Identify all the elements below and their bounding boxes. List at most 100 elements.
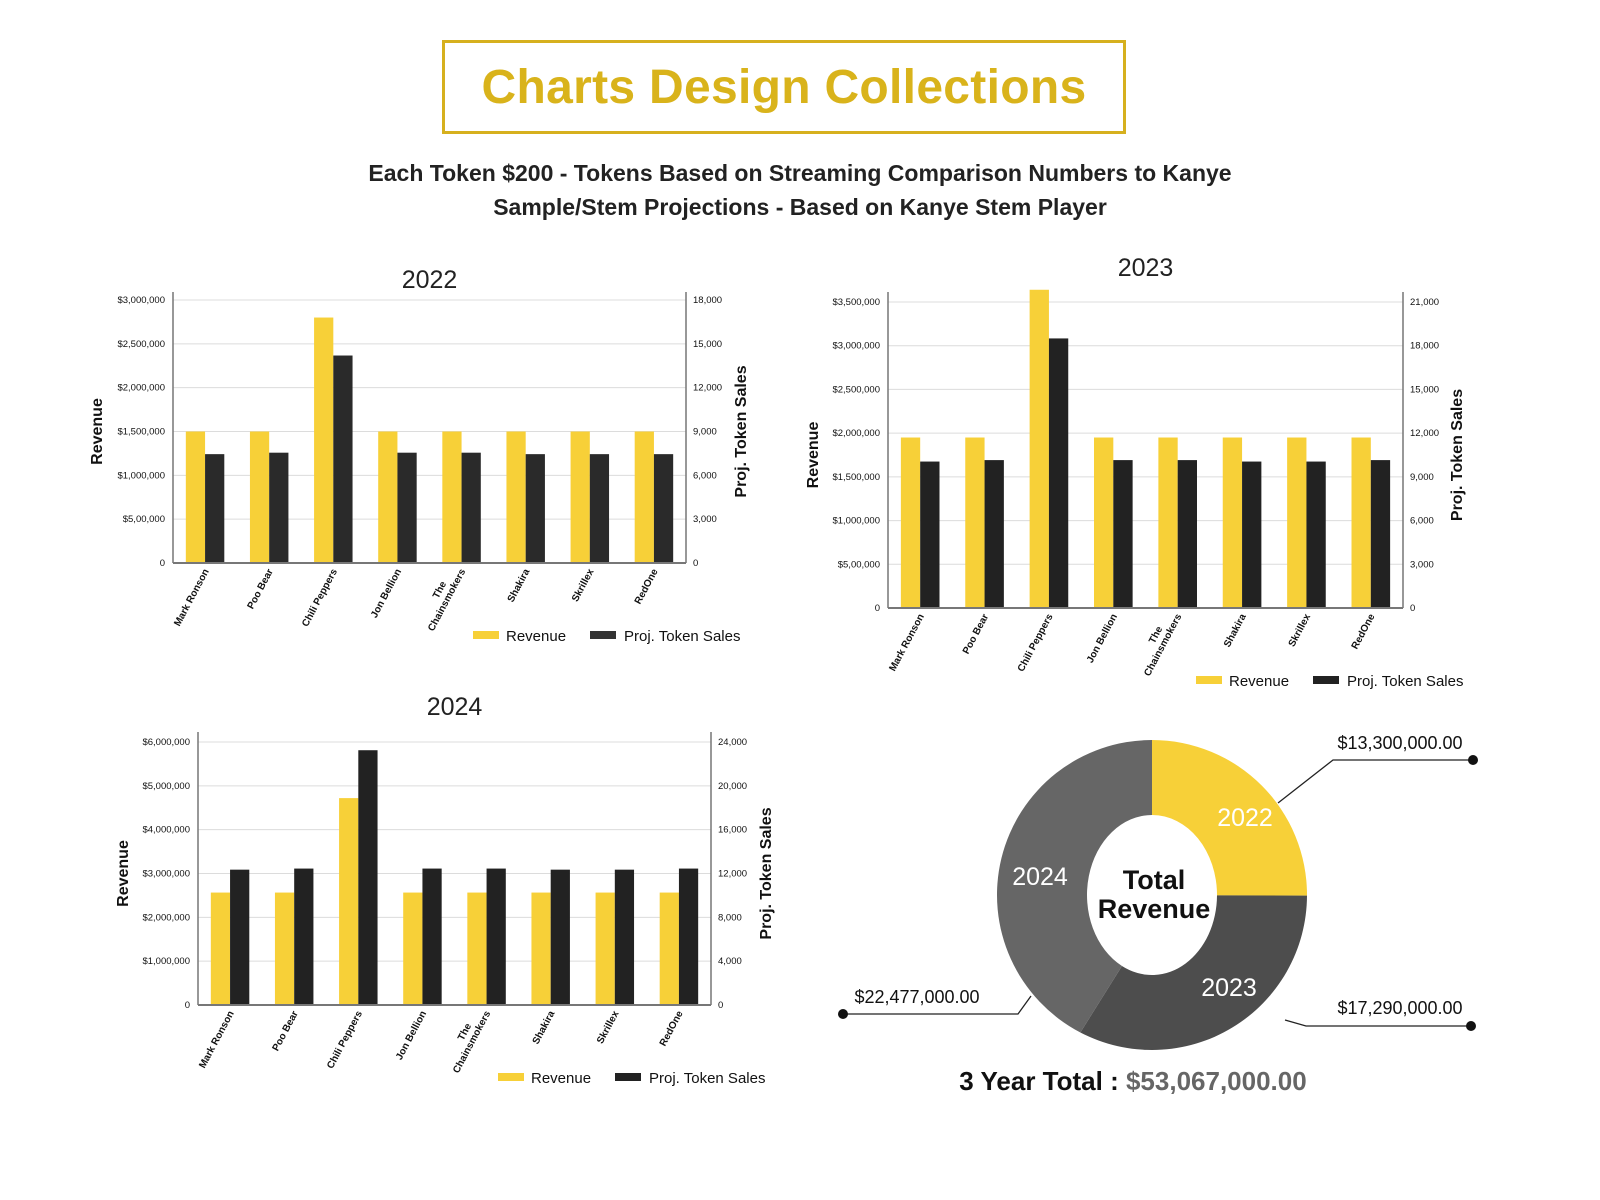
segment-label: 2024 (1012, 863, 1068, 891)
bar-revenue (1351, 437, 1371, 608)
callout-value-2024: $22,477,000.00 (854, 987, 979, 1007)
y2-tick-label: 18,000 (1410, 341, 1439, 352)
y2-tick-label: 12,000 (718, 869, 747, 880)
x-tick-line: Poo Bear (961, 612, 991, 656)
legend-swatch-token-sales (590, 631, 616, 639)
legend-swatch-revenue (1196, 676, 1222, 684)
y-tick-label: $3,000,000 (117, 295, 165, 306)
x-tick-label: Shakira (1222, 612, 1249, 649)
legend-label-revenue: Revenue (1229, 673, 1289, 690)
bar-token-sales (614, 869, 635, 1005)
x-tick-line: Mark Ronson (172, 567, 211, 628)
bar-revenue (1222, 437, 1243, 608)
x-tick-label: RedOne (658, 1009, 686, 1048)
bar-revenue (185, 431, 206, 563)
bar-chart-2022: 2022 0 $5,00,000 $1,000,000 $1,500,000 $2,000… (89, 266, 750, 645)
legend-label-token-sales: Proj. Token Sales (649, 1070, 765, 1087)
x-tick-line: Chainsmokers (1142, 612, 1184, 678)
bar-token-sales (461, 452, 481, 563)
callout-value-2023: $17,290,000.00 (1337, 998, 1462, 1018)
x-tick-label: Chili Peppers (300, 567, 340, 629)
y-tick-label: 0 (160, 558, 165, 569)
bar-revenue (314, 317, 334, 563)
y2-tick-label: 0 (1410, 603, 1415, 614)
bar-token-sales (269, 452, 289, 563)
x-tick-line: Shakira (506, 567, 533, 604)
y2-tick-label: 9,000 (1410, 472, 1434, 483)
donut-segment-2024 (997, 739, 1152, 1033)
legend-label-revenue: Revenue (531, 1070, 591, 1087)
y-tick-label: $5,00,000 (123, 514, 165, 525)
x-tick-label: Chili Peppers (325, 1009, 365, 1071)
y2-tick-label: 4,000 (718, 956, 742, 967)
y2-tick-label: 12,000 (1410, 428, 1439, 439)
x-tick-line: Chainsmokers (451, 1009, 493, 1075)
x-tick-label: Chili Peppers (1016, 612, 1056, 674)
y2-tick-label: 9,000 (693, 427, 717, 438)
y2-axis-label: Proj. Token Sales (733, 365, 750, 497)
legend-swatch-revenue (473, 631, 499, 639)
bar-token-sales (653, 454, 674, 563)
y-axis-label: Revenue (805, 422, 822, 489)
bar-revenue (659, 892, 679, 1005)
bar-token-sales (1306, 461, 1326, 608)
y2-tick-label: 0 (693, 558, 698, 569)
bar-revenue (442, 431, 462, 563)
x-tick-line: Chili Peppers (1016, 612, 1056, 674)
x-tick-line: RedOne (633, 567, 661, 606)
bar-token-sales (397, 452, 417, 563)
y2-tick-label: 15,000 (1410, 384, 1439, 395)
y2-tick-label: 6,000 (693, 470, 717, 481)
legend-swatch-revenue (498, 1073, 524, 1081)
bar-token-sales (205, 454, 225, 563)
y-tick-label: $6,000,000 (142, 737, 190, 748)
x-tick-label: RedOne (1350, 612, 1378, 651)
bar-revenue (900, 437, 921, 608)
title-box: Charts Design Collections (442, 40, 1126, 134)
callout-line (843, 995, 1032, 1015)
chart-title: 2024 (427, 693, 483, 721)
page-title: Charts Design Collections (481, 60, 1087, 114)
three-year-total: 3 Year Total : $53,067,000.00 (923, 1066, 1343, 1097)
x-tick-line: Skrillex (1287, 612, 1314, 649)
x-tick-label: Poo Bear (961, 612, 991, 656)
y2-tick-label: 21,000 (1410, 297, 1439, 308)
bar-revenue (531, 892, 551, 1005)
bar-revenue (274, 892, 295, 1005)
legend-swatch-token-sales (1313, 676, 1339, 684)
y2-tick-label: 6,000 (1410, 516, 1434, 527)
bar-revenue (506, 431, 526, 563)
bar-token-sales (1370, 460, 1391, 608)
bar-revenue (595, 892, 615, 1005)
x-tick-label: TheChainsmokers (441, 1004, 493, 1076)
x-tick-label: Jon Bellion (369, 567, 404, 620)
callout-dot (838, 1009, 848, 1019)
bar-revenue (467, 892, 487, 1005)
callout-dot (1468, 755, 1478, 765)
bar-revenue (403, 892, 423, 1005)
x-tick-line: Skrillex (570, 567, 597, 604)
x-tick-label: Shakira (531, 1009, 558, 1046)
bar-chart-2023: 2023 0 $5,00,000 $1,000,000 $1,500,000 $2,000… (805, 254, 1466, 690)
y2-tick-label: 16,000 (718, 825, 747, 836)
y-tick-label: 0 (875, 603, 880, 614)
bar-token-sales (230, 869, 250, 1005)
subtitle-line-1: Each Token $200 - Tokens Based on Stream… (368, 160, 1232, 186)
total-value: $53,067,000.00 (1125, 1066, 1307, 1096)
bar-token-sales (589, 454, 610, 563)
donut-segment-2023 (1080, 895, 1307, 1050)
y2-axis-label: Proj. Token Sales (1449, 389, 1466, 521)
bar-revenue (378, 431, 398, 563)
callout-line (1284, 1019, 1471, 1027)
y2-tick-label: 20,000 (718, 781, 747, 792)
bar-revenue (339, 798, 359, 1005)
x-tick-label: Shakira (506, 567, 533, 604)
y-tick-label: $3,000,000 (142, 869, 190, 880)
y2-tick-label: 3,000 (1410, 559, 1434, 570)
x-tick-line: Jon Bellion (369, 567, 404, 620)
bar-token-sales (1242, 461, 1262, 608)
bar-token-sales (984, 460, 1004, 608)
y2-tick-label: 0 (718, 1000, 723, 1011)
